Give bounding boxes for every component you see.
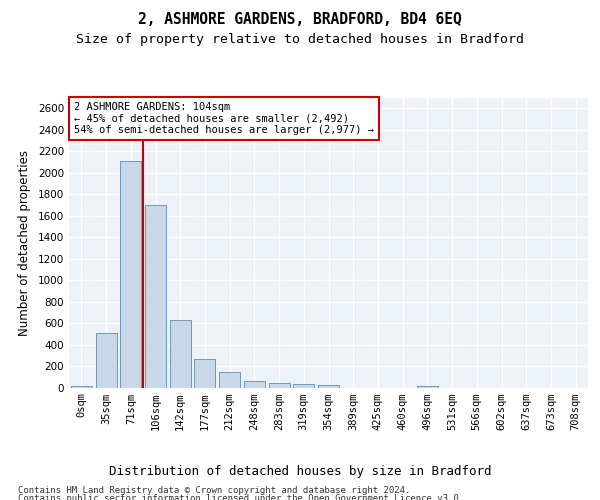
Text: Distribution of detached houses by size in Bradford: Distribution of detached houses by size … — [109, 464, 491, 477]
Text: 2 ASHMORE GARDENS: 104sqm
← 45% of detached houses are smaller (2,492)
54% of se: 2 ASHMORE GARDENS: 104sqm ← 45% of detac… — [74, 102, 374, 135]
Bar — [170, 320, 191, 388]
Text: Contains HM Land Registry data © Crown copyright and database right 2024.: Contains HM Land Registry data © Crown c… — [18, 486, 410, 495]
Y-axis label: Number of detached properties: Number of detached properties — [18, 150, 31, 336]
Bar — [318, 386, 339, 388]
Bar — [120, 161, 141, 388]
Bar — [269, 382, 290, 388]
Bar — [219, 372, 240, 388]
Bar — [244, 381, 265, 388]
Text: Size of property relative to detached houses in Bradford: Size of property relative to detached ho… — [76, 32, 524, 46]
Bar — [194, 359, 215, 388]
Bar — [95, 332, 116, 388]
Bar — [145, 205, 166, 388]
Bar — [293, 384, 314, 388]
Text: 2, ASHMORE GARDENS, BRADFORD, BD4 6EQ: 2, ASHMORE GARDENS, BRADFORD, BD4 6EQ — [138, 12, 462, 28]
Text: Contains public sector information licensed under the Open Government Licence v3: Contains public sector information licen… — [18, 494, 464, 500]
Bar — [71, 386, 92, 388]
Bar — [417, 386, 438, 388]
